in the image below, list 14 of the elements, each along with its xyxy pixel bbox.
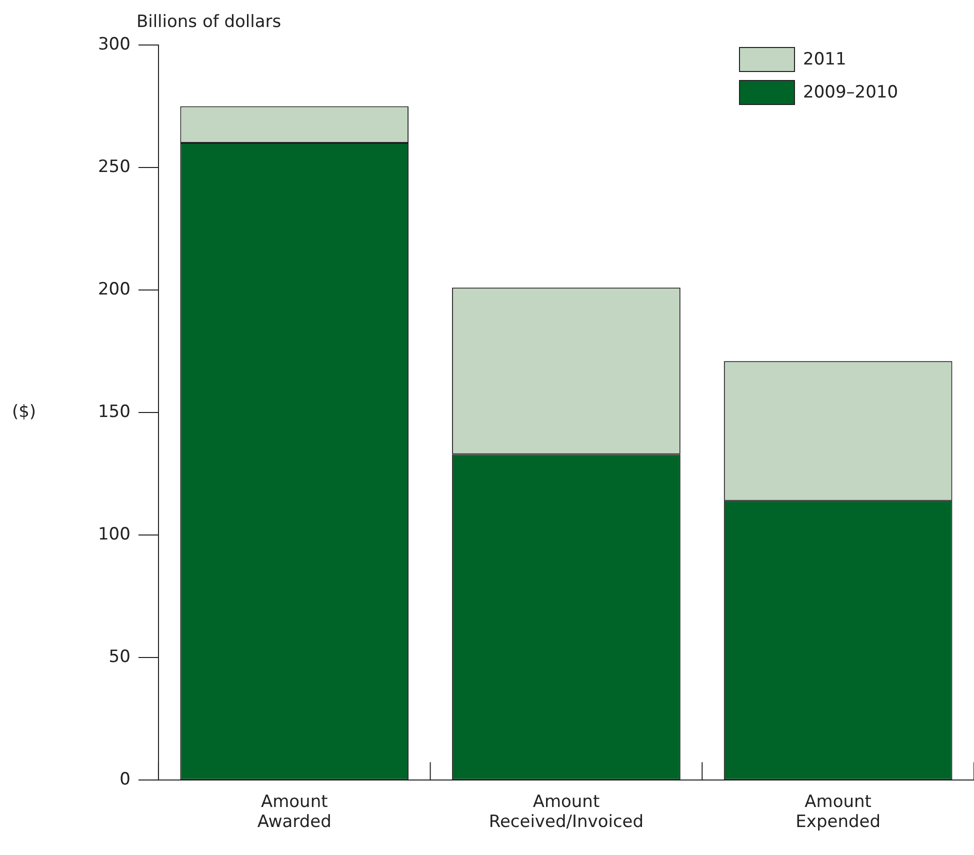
y-tick-label: 100 [98,524,130,545]
legend-label: 2009–2010 [803,82,898,102]
y-tick-label: 50 [108,647,130,668]
y-tick-label: 0 [120,770,130,790]
y-tick-label: 300 [98,34,130,54]
chart-subtitle: Billions of dollars [136,12,282,32]
y-tick-label: 200 [98,279,130,300]
y-tick-label: 250 [98,156,130,177]
y-tick-label: 150 [98,402,130,422]
y-axis-title: ($) [12,402,36,422]
x-tick-label: Amount Awarded [257,792,332,832]
x-tick-label: Amount Expended [796,792,881,832]
x-tick-label: Amount Received/Invoiced [488,792,644,832]
legend-label: 2011 [803,49,846,70]
